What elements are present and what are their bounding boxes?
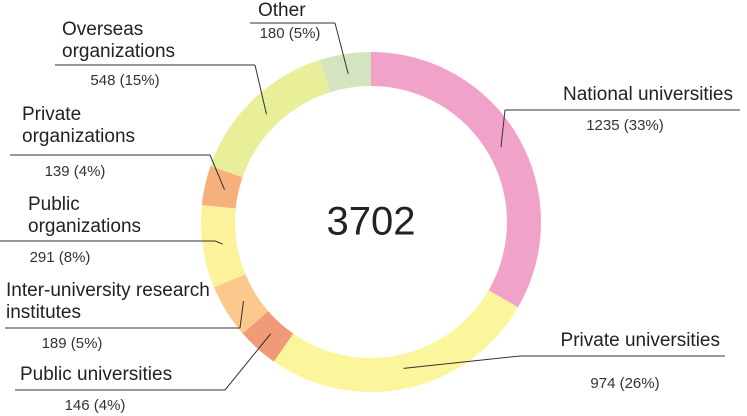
leader-line [214, 240, 223, 245]
category-label: Other [258, 0, 306, 21]
donut-slice [210, 59, 331, 178]
category-label: Public universities [20, 364, 173, 385]
value-label: 180 (5%) [260, 25, 321, 42]
center-total: 3702 [327, 200, 416, 244]
leader-line [403, 355, 521, 369]
value-label: 1235 (33%) [586, 117, 664, 134]
leader-line [334, 22, 349, 74]
value-label: 139 (4%) [45, 163, 106, 180]
leader-line [224, 333, 272, 391]
category-label: Public organizations [28, 194, 142, 237]
leader-line [500, 109, 506, 148]
donut-slice [273, 290, 519, 392]
leader-line [254, 64, 268, 115]
category-label: Overseas organizations [62, 19, 176, 62]
donut-slice [214, 274, 269, 334]
category-label: National universities [562, 84, 733, 105]
value-label: 548 (15%) [90, 72, 159, 89]
value-label: 189 (5%) [42, 335, 103, 352]
donut-slice [371, 52, 541, 308]
value-label: 146 (4%) [65, 397, 126, 414]
leader-line [239, 300, 245, 329]
category-label: Inter-university research institutes [6, 280, 210, 323]
category-label: Private universities [560, 330, 720, 351]
donut-slice [201, 166, 243, 209]
donut-slice [201, 205, 246, 288]
value-label: 291 (8%) [30, 249, 91, 266]
leader-line [209, 154, 225, 190]
category-label: Private organizations [22, 104, 136, 147]
value-label: 974 (26%) [590, 375, 659, 392]
donut-slice [319, 52, 371, 93]
